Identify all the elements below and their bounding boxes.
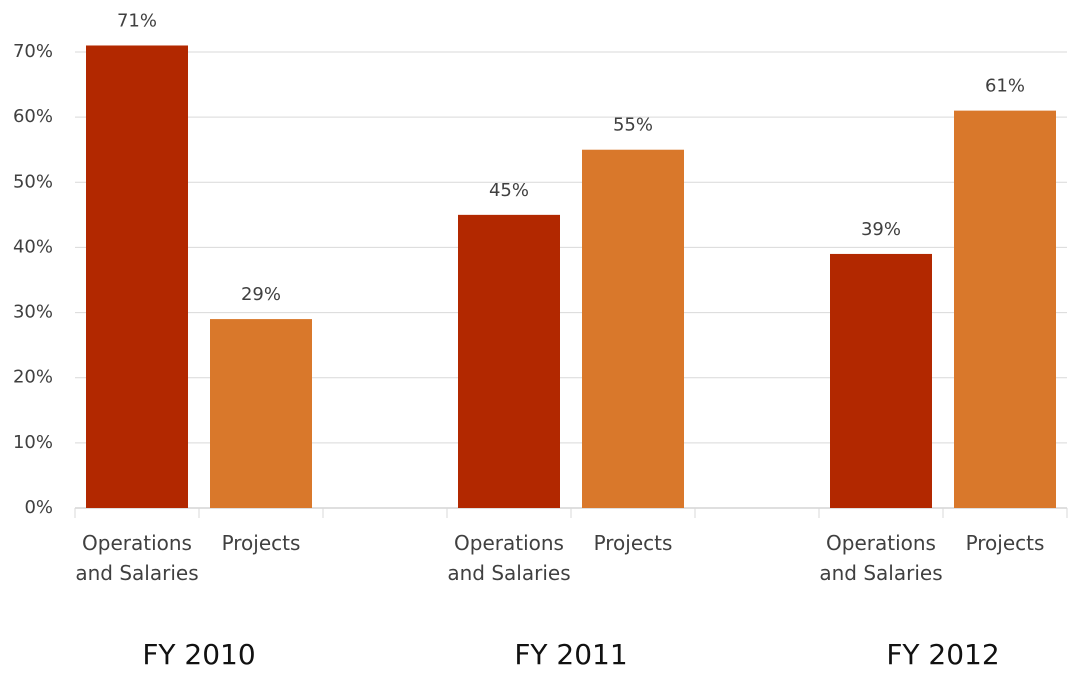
x-tick-label: Projects bbox=[965, 531, 1045, 555]
y-tick-label: 0% bbox=[24, 497, 53, 518]
bar bbox=[458, 214, 560, 508]
group-label: FY 2011 bbox=[514, 638, 628, 671]
y-tick-label: 40% bbox=[13, 236, 53, 257]
data-label: 61% bbox=[985, 76, 1025, 97]
group-label: FY 2010 bbox=[142, 638, 256, 671]
y-tick-label: 20% bbox=[13, 367, 53, 388]
x-tick-label: Operations and Salaries bbox=[75, 531, 199, 585]
bar bbox=[582, 149, 684, 508]
bar bbox=[210, 319, 312, 508]
y-tick-label: 50% bbox=[13, 171, 53, 192]
y-tick-label: 70% bbox=[13, 41, 53, 62]
x-tick-label: Projects bbox=[593, 531, 673, 555]
data-label: 45% bbox=[489, 180, 529, 201]
bar bbox=[954, 110, 1056, 508]
data-label: 29% bbox=[241, 284, 281, 305]
bar bbox=[86, 45, 188, 508]
data-label: 71% bbox=[117, 10, 157, 31]
y-tick-label: 30% bbox=[13, 302, 53, 323]
bar bbox=[830, 253, 932, 508]
data-label: 39% bbox=[861, 219, 901, 240]
x-tick-label: Operations and Salaries bbox=[819, 531, 943, 585]
group-label: FY 2012 bbox=[886, 638, 1000, 671]
data-label: 55% bbox=[613, 115, 653, 136]
x-tick-label: Operations and Salaries bbox=[447, 531, 571, 585]
y-tick-label: 10% bbox=[13, 432, 53, 453]
x-tick-label: Projects bbox=[221, 531, 301, 555]
y-tick-label: 60% bbox=[13, 106, 53, 127]
